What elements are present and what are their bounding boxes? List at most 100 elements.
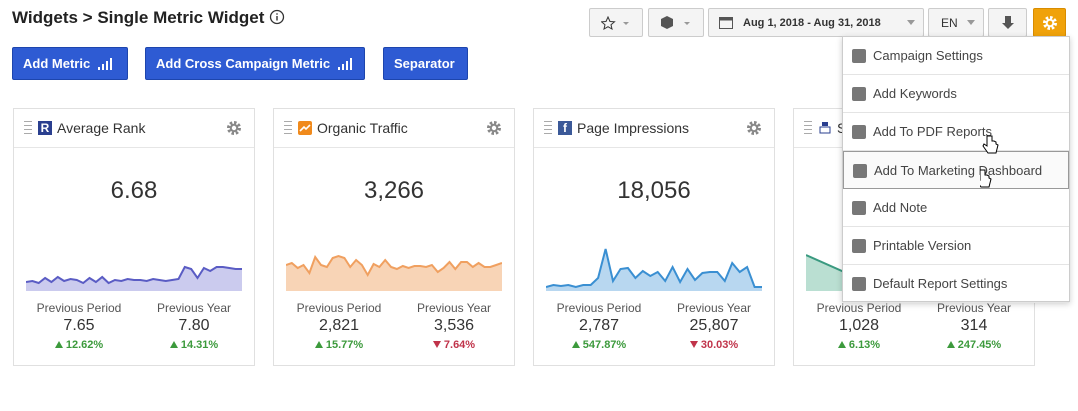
change: 15.77% bbox=[284, 339, 394, 351]
menu-label: Add Keywords bbox=[873, 86, 957, 101]
widget-title: Organic Traffic bbox=[317, 120, 408, 136]
menu-item[interactable]: Add To PDF Reports bbox=[843, 113, 1069, 151]
comparison: Previous Year 314 247.45% bbox=[919, 301, 1029, 351]
change-value: 15.77% bbox=[325, 339, 364, 351]
change-value: 247.45% bbox=[957, 339, 1002, 351]
menu-item[interactable]: Add Keywords bbox=[843, 75, 1069, 113]
change: 12.62% bbox=[24, 339, 134, 351]
widget-settings[interactable] bbox=[746, 120, 762, 136]
widget-title: Average Rank bbox=[57, 120, 146, 136]
trend-arrow bbox=[432, 341, 441, 348]
comparison-label: Previous Year bbox=[936, 301, 1012, 315]
menu-icon bbox=[852, 239, 866, 253]
sparkline bbox=[286, 254, 502, 291]
change-value: 7.64% bbox=[443, 339, 476, 351]
download-button[interactable] bbox=[988, 8, 1027, 37]
comparison-value: 2,821 bbox=[318, 317, 360, 334]
menu-item[interactable]: Add To Marketing Dashboard bbox=[843, 151, 1069, 189]
comparison-value: 7.65 bbox=[63, 317, 95, 334]
action-button[interactable]: Add Cross Campaign Metric bbox=[145, 47, 365, 80]
info-icon[interactable] bbox=[269, 9, 285, 25]
trend-arrow bbox=[54, 341, 63, 348]
change: 14.31% bbox=[139, 339, 249, 351]
menu-item[interactable]: Printable Version bbox=[843, 227, 1069, 265]
menu-icon bbox=[852, 49, 866, 63]
menu-item[interactable]: Add Note bbox=[843, 189, 1069, 227]
menu-label: Add To Marketing Dashboard bbox=[874, 162, 1043, 178]
comparison-value: 1,028 bbox=[838, 317, 880, 334]
drag-handle[interactable] bbox=[804, 120, 812, 136]
comparison: Previous Period 2,821 15.77% bbox=[284, 301, 394, 351]
page-title: Widgets > Single Metric Widget bbox=[12, 8, 285, 28]
drag-handle[interactable] bbox=[544, 120, 552, 136]
source-icon: f bbox=[558, 121, 572, 135]
widget-settings[interactable] bbox=[486, 120, 502, 136]
trend-arrow bbox=[946, 341, 955, 348]
trend-arrow bbox=[169, 341, 178, 348]
menu-item[interactable]: Campaign Settings bbox=[843, 37, 1069, 75]
action-button[interactable]: Separator bbox=[383, 47, 468, 80]
change-value: 14.31% bbox=[180, 339, 219, 351]
widget-header: f Page Impressions bbox=[534, 109, 774, 148]
comparison: Previous Year 7.80 14.31% bbox=[139, 301, 249, 351]
drag-handle[interactable] bbox=[284, 120, 292, 136]
comparison-label: Previous Period bbox=[556, 301, 642, 315]
change: 547.87% bbox=[544, 339, 654, 351]
sparkline bbox=[26, 265, 242, 291]
widget-title: Page Impressions bbox=[577, 120, 690, 136]
menu-item[interactable]: Default Report Settings bbox=[843, 265, 1069, 303]
menu-icon bbox=[853, 164, 867, 178]
comparison: Previous Year 3,536 7.64% bbox=[399, 301, 509, 351]
comparison: Previous Year 25,807 30.03% bbox=[659, 301, 769, 351]
source-icon bbox=[819, 122, 831, 134]
metric-value: 18,056 bbox=[617, 177, 691, 204]
comparison-value: 25,807 bbox=[689, 317, 739, 334]
change-value: 6.13% bbox=[848, 339, 881, 351]
favorite-button[interactable] bbox=[589, 8, 643, 37]
widget-title: S bbox=[837, 120, 846, 136]
drag-handle[interactable] bbox=[24, 120, 32, 136]
settings-menu: Campaign Settings Add Keywords Add To PDF … bbox=[842, 36, 1070, 303]
change-value: 547.87% bbox=[582, 339, 627, 351]
trend-arrow bbox=[689, 341, 698, 348]
menu-icon bbox=[852, 201, 866, 215]
metric-widget: R Average Rank 6.68 Previous Period 7.65 12.6… bbox=[13, 108, 255, 366]
action-button[interactable]: Add Metric bbox=[12, 47, 128, 80]
metric-widget: Organic Traffic 3,266 Previous Period 2,821… bbox=[273, 108, 515, 366]
comparison-label: Previous Period bbox=[816, 301, 902, 315]
button-label: Add Metric bbox=[23, 56, 91, 71]
comparison: Previous Period 1,028 6.13% bbox=[804, 301, 914, 351]
button-label: Separator bbox=[394, 56, 455, 71]
date-picker[interactable]: Aug 1, 2018 - Aug 31, 2018 bbox=[708, 8, 924, 37]
cube-button[interactable] bbox=[648, 8, 704, 37]
change-value: 30.03% bbox=[700, 339, 739, 351]
bar-icon bbox=[338, 57, 353, 70]
trend-arrow bbox=[837, 341, 846, 348]
comparison: Previous Period 7.65 12.62% bbox=[24, 301, 134, 351]
change: 247.45% bbox=[919, 339, 1029, 351]
bar-icon bbox=[98, 57, 113, 70]
cursor bbox=[980, 135, 999, 188]
comparison-label: Previous Year bbox=[676, 301, 752, 315]
source-icon: R bbox=[38, 121, 52, 135]
widget-header: R Average Rank bbox=[14, 109, 254, 148]
source-icon bbox=[298, 121, 312, 135]
change: 7.64% bbox=[399, 339, 509, 351]
comparison-label: Previous Period bbox=[296, 301, 382, 315]
widget-settings[interactable] bbox=[226, 120, 242, 136]
metric-value: 3,266 bbox=[363, 177, 425, 204]
title-text: Widgets > Single Metric Widget bbox=[12, 8, 265, 27]
change: 30.03% bbox=[659, 339, 769, 351]
widget-header: Organic Traffic bbox=[274, 109, 514, 148]
menu-icon bbox=[852, 87, 866, 101]
comparison-value: 7.80 bbox=[178, 317, 210, 334]
change-value: 12.62% bbox=[65, 339, 104, 351]
metric-value: 6.68 bbox=[110, 177, 158, 204]
date-range: Aug 1, 2018 - Aug 31, 2018 bbox=[743, 16, 881, 29]
language-select[interactable]: EN bbox=[928, 8, 984, 37]
menu-label: Campaign Settings bbox=[873, 48, 983, 63]
menu-label: Printable Version bbox=[873, 238, 972, 253]
trend-arrow bbox=[571, 341, 580, 348]
settings-button[interactable] bbox=[1033, 8, 1066, 37]
